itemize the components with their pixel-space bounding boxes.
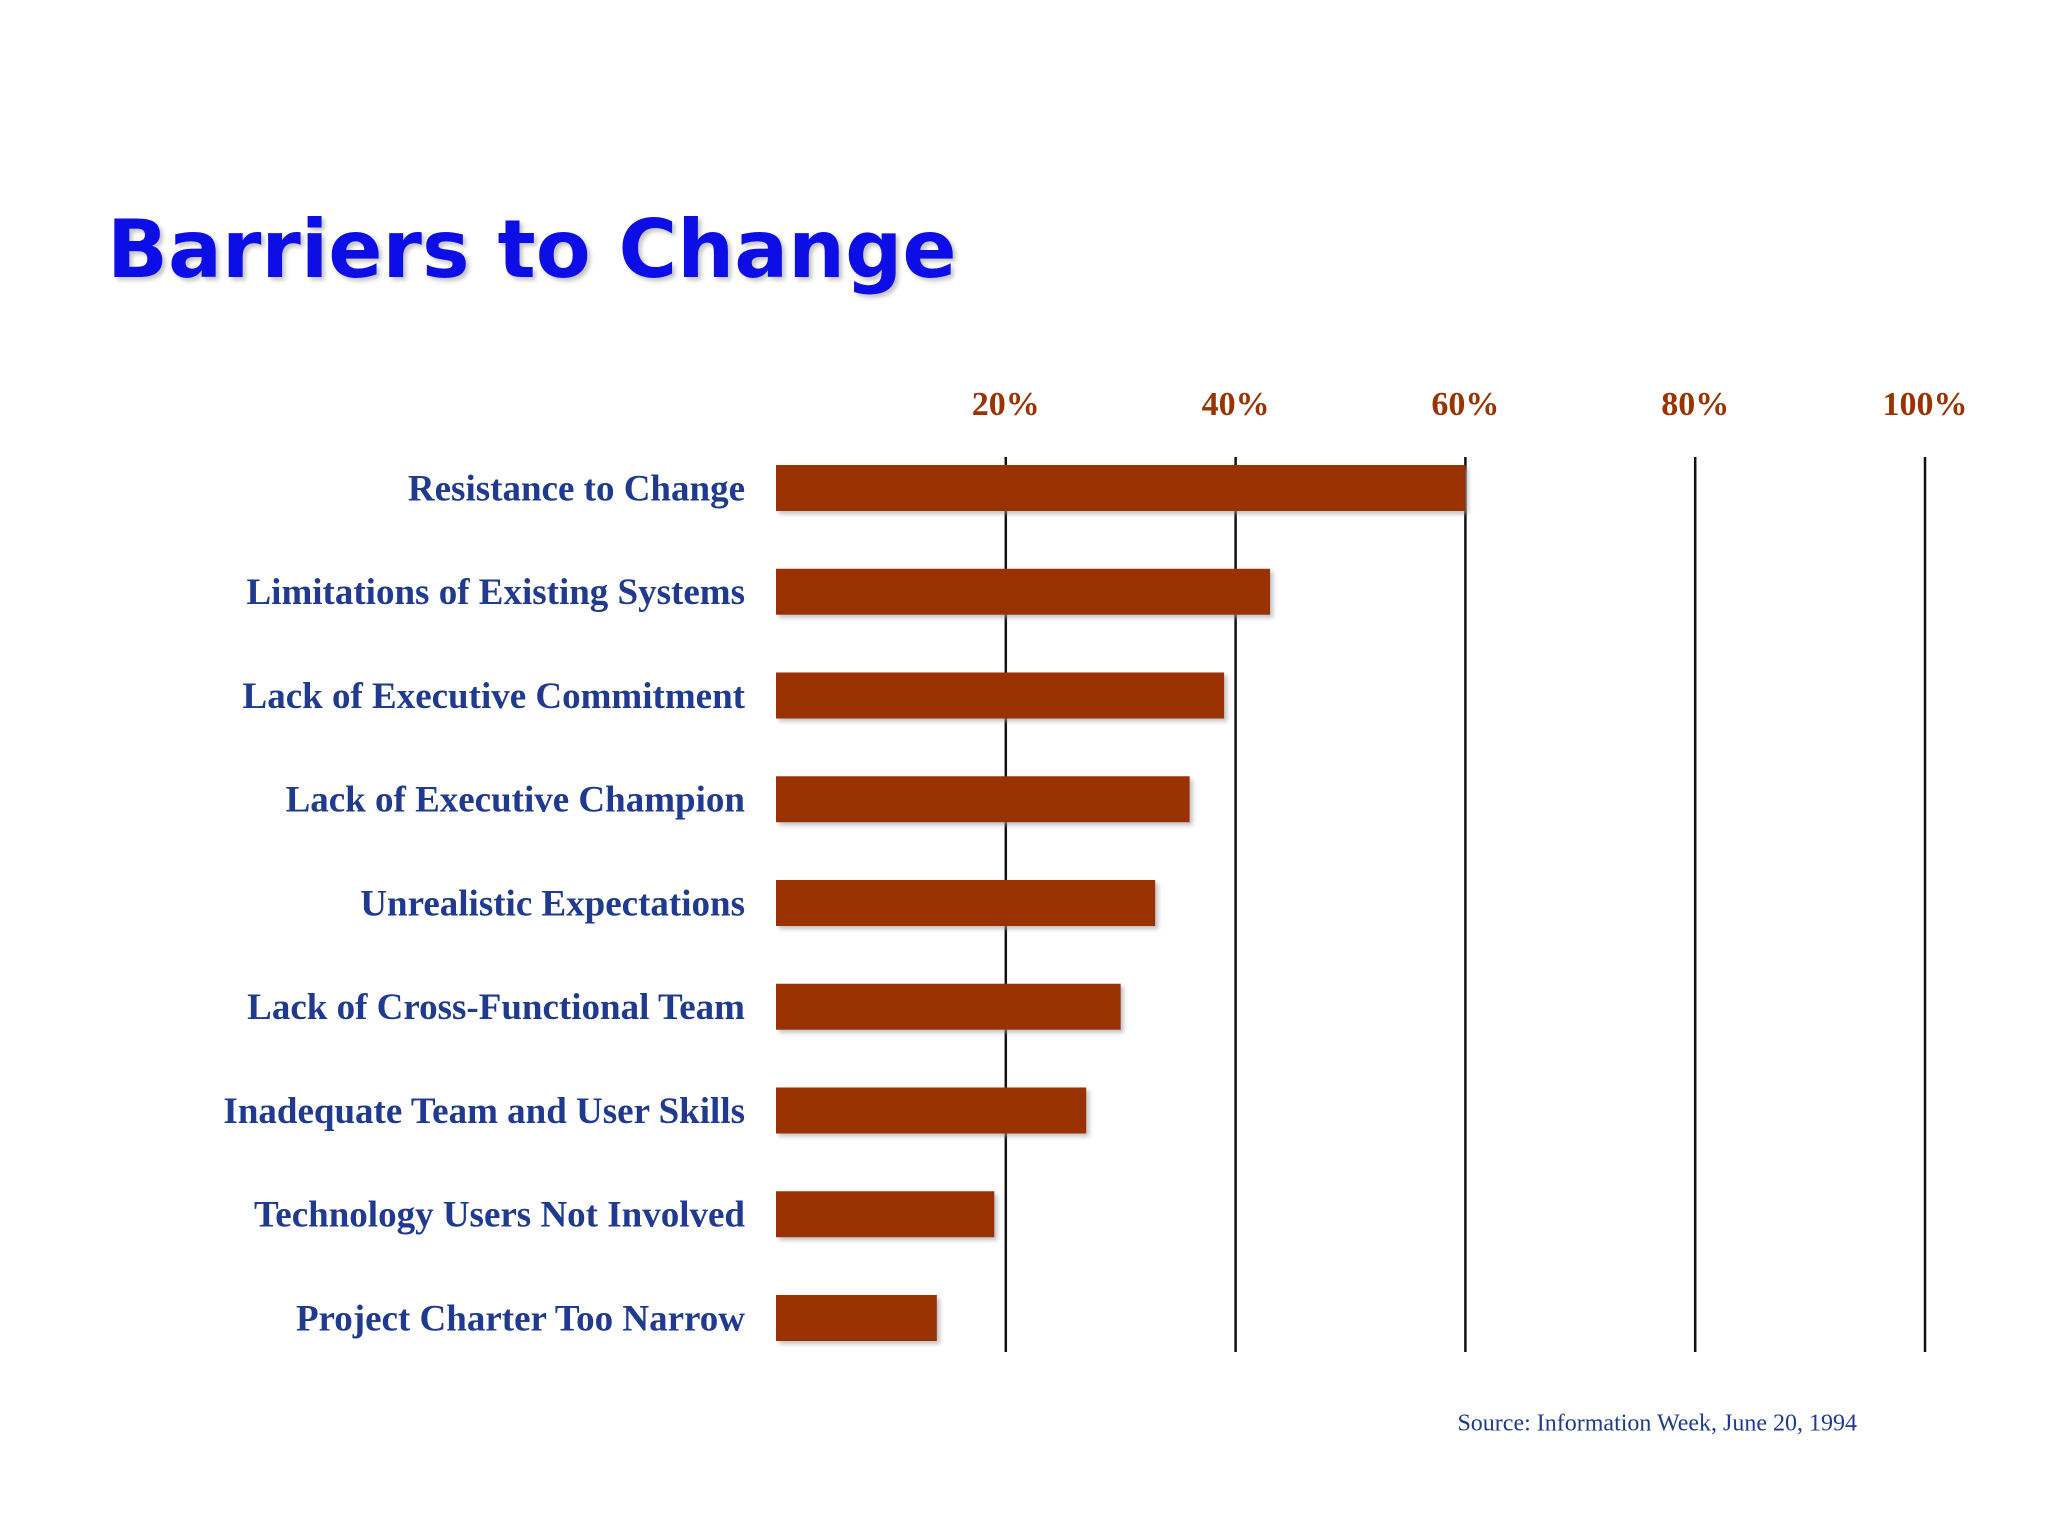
x-tick-label: 20% <box>972 386 1040 423</box>
bar <box>776 568 1271 615</box>
bar <box>776 983 1121 1030</box>
x-tick-label: 80% <box>1661 386 1729 423</box>
category-label: Lack of Executive Commitment <box>243 676 746 717</box>
category-label: Unrealistic Expectations <box>360 883 745 924</box>
bar <box>776 1191 995 1238</box>
bar <box>776 1295 937 1341</box>
category-label: Project Charter Too Narrow <box>296 1298 745 1339</box>
bar <box>776 1087 1087 1134</box>
bar <box>776 880 1156 926</box>
category-label: Technology Users Not Involved <box>254 1195 745 1236</box>
x-tick-label: 100% <box>1883 386 1968 423</box>
bar <box>776 672 1225 719</box>
category-label: Limitations of Existing Systems <box>246 572 745 613</box>
source-note: Source: Information Week, June 20, 1994 <box>1457 1411 1857 1437</box>
chart-title: Barriers to Change <box>107 203 957 296</box>
category-label: Inadequate Team and User Skills <box>223 1091 745 1132</box>
category-label: Lack of Cross-Functional Team <box>247 987 745 1028</box>
x-tick-label: 60% <box>1431 386 1499 423</box>
category-label: Lack of Executive Champion <box>286 780 746 821</box>
x-tick-label: 40% <box>1202 386 1270 423</box>
bar <box>776 465 1466 511</box>
category-label: Resistance to Change <box>408 468 745 509</box>
bar <box>776 776 1190 823</box>
